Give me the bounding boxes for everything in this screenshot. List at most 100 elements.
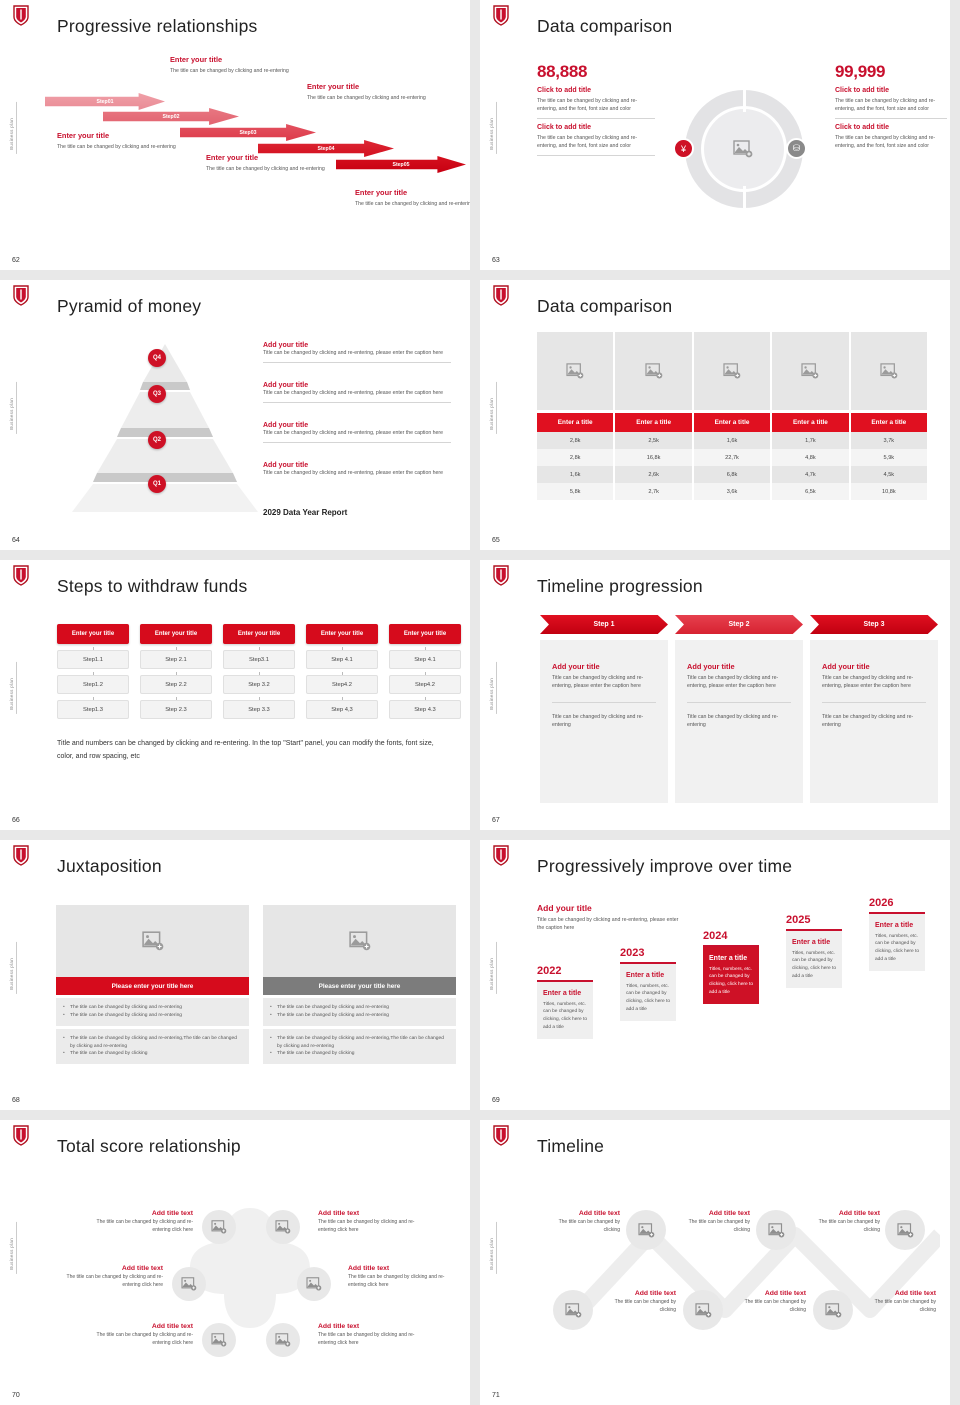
- slide-67[interactable]: Business plan Timeline progression Step …: [480, 560, 950, 830]
- pyramid-item-4: Add your title Title can be changed by c…: [263, 462, 451, 477]
- node-icon-1[interactable]: [202, 1210, 236, 1244]
- step-cell[interactable]: Step 3.2: [223, 672, 295, 694]
- node-icon-3[interactable]: [172, 1267, 206, 1301]
- step-column-head[interactable]: Enter your title: [306, 624, 378, 644]
- timeline-node-2[interactable]: [756, 1210, 796, 1250]
- panel-title-bar[interactable]: Please enter your title here: [56, 977, 249, 995]
- step-column-head[interactable]: Enter your title: [57, 624, 129, 644]
- year-column-2025[interactable]: 2025 Enter a title Titles, numbers, etc.…: [786, 914, 842, 989]
- image-placeholder-icon[interactable]: [693, 332, 771, 410]
- node-icon-6[interactable]: [266, 1323, 300, 1357]
- step-cell[interactable]: Step 4.3: [389, 697, 461, 719]
- slide-70[interactable]: Business plan Total score relationship A…: [0, 1120, 470, 1405]
- chevron-step-3[interactable]: Step 3: [810, 615, 938, 634]
- slide-68[interactable]: Business plan Juxtaposition ▥ Please ent…: [0, 840, 470, 1110]
- arrow-label: Step04: [317, 145, 335, 152]
- step-column-head[interactable]: Enter your title: [140, 624, 212, 644]
- shield-crest-logo: [12, 844, 30, 866]
- image-placeholder-icon[interactable]: [733, 140, 753, 158]
- table-cell: 16,8k: [615, 449, 692, 466]
- slide-69[interactable]: Business plan Progressively improve over…: [480, 840, 950, 1110]
- step-cell[interactable]: Step 2.1: [140, 647, 212, 669]
- left-item-2-title: Click to add title: [537, 124, 592, 132]
- image-placeholder-icon[interactable]: [772, 332, 849, 410]
- year-column-2024[interactable]: 2024 Enter a title Titles, numbers, etc.…: [703, 930, 759, 1005]
- year-title: Enter a title: [875, 921, 914, 929]
- slide-66[interactable]: Business plan Steps to withdraw funds En…: [0, 560, 470, 830]
- year-text: Titles, numbers, etc. can be changed by …: [626, 983, 670, 1012]
- step-cell[interactable]: Step4.2: [389, 672, 461, 694]
- year-column-2026[interactable]: 2026 Enter a title Titles, numbers, etc.…: [869, 897, 925, 972]
- list-item: The title can be changed by clicking and…: [270, 1012, 449, 1020]
- slide-71[interactable]: Business plan Timeline Add title text Th…: [480, 1120, 950, 1405]
- page-number: 71: [492, 1392, 500, 1399]
- chevron-step-1[interactable]: Step 1: [540, 615, 668, 634]
- panel-text-secondary: Title can be changed by clicking and re-…: [552, 714, 644, 729]
- slide-62[interactable]: Business plan Progressive relationships …: [0, 0, 470, 270]
- step-cell[interactable]: Step1.3: [57, 697, 129, 719]
- arrow-label: Step03: [239, 129, 257, 136]
- panel-right: Please enter your title here The title c…: [263, 905, 456, 1065]
- year-box: Enter a title Titles, numbers, etc. can …: [703, 946, 759, 1005]
- arrow-step-2[interactable]: Step02: [103, 108, 239, 125]
- slide-63[interactable]: Business plan Data comparison ¥ ⛁ 88,888…: [480, 0, 950, 270]
- left-big-number: 88,888: [537, 62, 588, 81]
- step-cell[interactable]: Step 2.2: [140, 672, 212, 694]
- pyramid-tier-q1[interactable]: Q1: [148, 475, 166, 493]
- pyramid-tier-q2[interactable]: Q2: [148, 431, 166, 449]
- step-panel-2: Add your title Title can be changed by c…: [675, 640, 803, 803]
- timeline-node-3[interactable]: [885, 1210, 925, 1250]
- timeline-node-5[interactable]: [683, 1290, 723, 1330]
- arrow-step-4[interactable]: Step04: [258, 140, 394, 157]
- image-placeholder-icon[interactable]: [56, 905, 249, 977]
- node-icon-2[interactable]: [266, 1210, 300, 1244]
- slide-65[interactable]: Business plan Data comparison Enter a ti…: [480, 280, 950, 550]
- step-column-head[interactable]: Enter your title: [223, 624, 295, 644]
- step-cell[interactable]: Step1.1: [57, 647, 129, 669]
- image-placeholder-icon[interactable]: [537, 332, 614, 410]
- arrow-step-3[interactable]: Step03: [180, 124, 316, 141]
- tier-label: Q2: [152, 437, 161, 443]
- image-placeholder-icon[interactable]: [263, 905, 456, 977]
- chevron-step-2[interactable]: Step 2: [675, 615, 803, 634]
- divider: [537, 118, 655, 120]
- year-column-2022[interactable]: 2022 Enter a title Titles, numbers, etc.…: [537, 965, 593, 1040]
- node-icon-5[interactable]: [202, 1323, 236, 1357]
- timeline-node-4[interactable]: [553, 1290, 593, 1330]
- panel-title-bar[interactable]: Please enter your title here: [263, 977, 456, 995]
- image-placeholder-icon[interactable]: [615, 332, 692, 410]
- image-placeholder-icon[interactable]: [850, 332, 928, 410]
- table-header-cell[interactable]: Enter a title: [537, 413, 614, 432]
- divider: [263, 362, 451, 364]
- node-icon-4[interactable]: [297, 1267, 331, 1301]
- step-cell[interactable]: Step 4.1: [306, 647, 378, 669]
- step-cell[interactable]: Step 4.1: [389, 647, 461, 669]
- money-bag-icon[interactable]: ⛁: [786, 138, 807, 159]
- step-cell[interactable]: Step 4,3: [306, 697, 378, 719]
- step-cell[interactable]: Step3.1: [223, 647, 295, 669]
- table-header-cell[interactable]: Enter a title: [615, 413, 692, 432]
- caption-text: The title can be changed by clicking: [558, 1219, 620, 1233]
- caption-text: The title can be changed by clicking and…: [57, 144, 176, 150]
- step-cell[interactable]: Step4.2: [306, 672, 378, 694]
- step-cell[interactable]: Step 3.3: [223, 697, 295, 719]
- pyramid-tier-q3[interactable]: Q3: [148, 385, 166, 403]
- timeline-node-1[interactable]: [626, 1210, 666, 1250]
- arrow-label: Step01: [96, 98, 114, 105]
- table-header-cell[interactable]: Enter a title: [772, 413, 849, 432]
- panel-text-secondary: Title can be changed by clicking and re-…: [822, 714, 914, 729]
- step-cell[interactable]: Step1.2: [57, 672, 129, 694]
- year-label: 2025: [786, 914, 811, 926]
- arrow-step-5[interactable]: Step05: [336, 156, 466, 173]
- money-note-icon[interactable]: ¥: [673, 138, 694, 159]
- table-header-cell[interactable]: Enter a title: [850, 413, 928, 432]
- sidebar-label: Business plan: [9, 678, 14, 710]
- step-cell[interactable]: Step 2.3: [140, 697, 212, 719]
- table-header-cell[interactable]: Enter a title: [693, 413, 771, 432]
- timeline-node-6[interactable]: [813, 1290, 853, 1330]
- slide-64[interactable]: Business plan Pyramid of money Q4 Q3 Q2 …: [0, 280, 470, 550]
- pyramid-tier-q4[interactable]: Q4: [148, 349, 166, 367]
- step-column-head[interactable]: Enter your title: [389, 624, 461, 644]
- arrow-step-1[interactable]: Step01: [45, 93, 165, 110]
- year-column-2023[interactable]: 2023 Enter a title Titles, numbers, etc.…: [620, 947, 676, 1022]
